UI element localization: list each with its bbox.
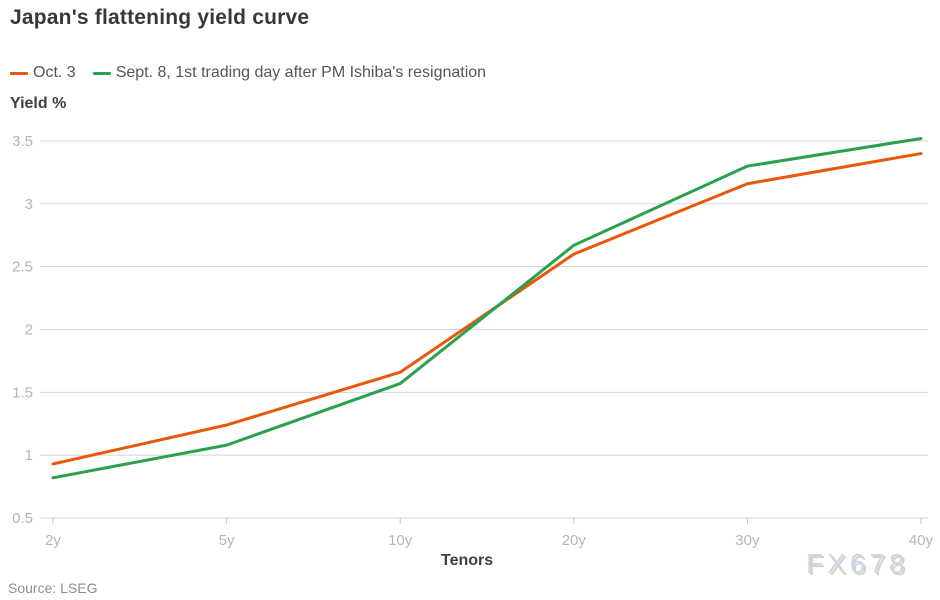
x-axis-title: Tenors [441,552,494,569]
chart-title: Japan's flattening yield curve [10,6,310,29]
x-tick-label-30y: 30y [735,532,760,549]
x-tick-label-10y: 10y [388,532,413,549]
x-tick-label-40y: 40y [909,532,934,549]
legend-swatch-sept-8 [92,71,111,75]
series-line-oct-3 [51,152,923,466]
y-axis-title: Yield % [10,95,67,112]
fx678-watermark: FX678 [806,548,909,579]
legend-swatch-oct-3 [10,71,28,75]
y-tick-label-2.5: 2.5 [12,259,33,276]
legend-label-oct-3: Oct. 3 [33,64,76,81]
legend-item-sept-8: Sept. 8, 1st trading day after PM Ishiba… [92,64,487,82]
y-tick-label-3.5: 3.5 [12,133,33,150]
legend: Oct. 3 Sept. 8, 1st trading day after PM… [10,64,486,82]
series-line-sept-8 [51,136,923,480]
x-tick-label-20y: 20y [562,532,587,549]
x-tick-label-5y: 5y [219,532,235,549]
y-tick-label-2: 2 [25,322,33,339]
source-note: Source: LSEG [8,580,98,596]
y-tick-label-3: 3 [25,196,33,213]
x-tick-label-2y: 2y [45,532,61,549]
legend-label-sept-8: Sept. 8, 1st trading day after PM Ishiba… [115,64,487,81]
y-tick-label-1: 1 [25,447,33,464]
legend-item-oct-3: Oct. 3 [10,64,76,82]
y-tick-label-0.5: 0.5 [12,510,33,527]
y-tick-label-1.5: 1.5 [12,384,33,401]
